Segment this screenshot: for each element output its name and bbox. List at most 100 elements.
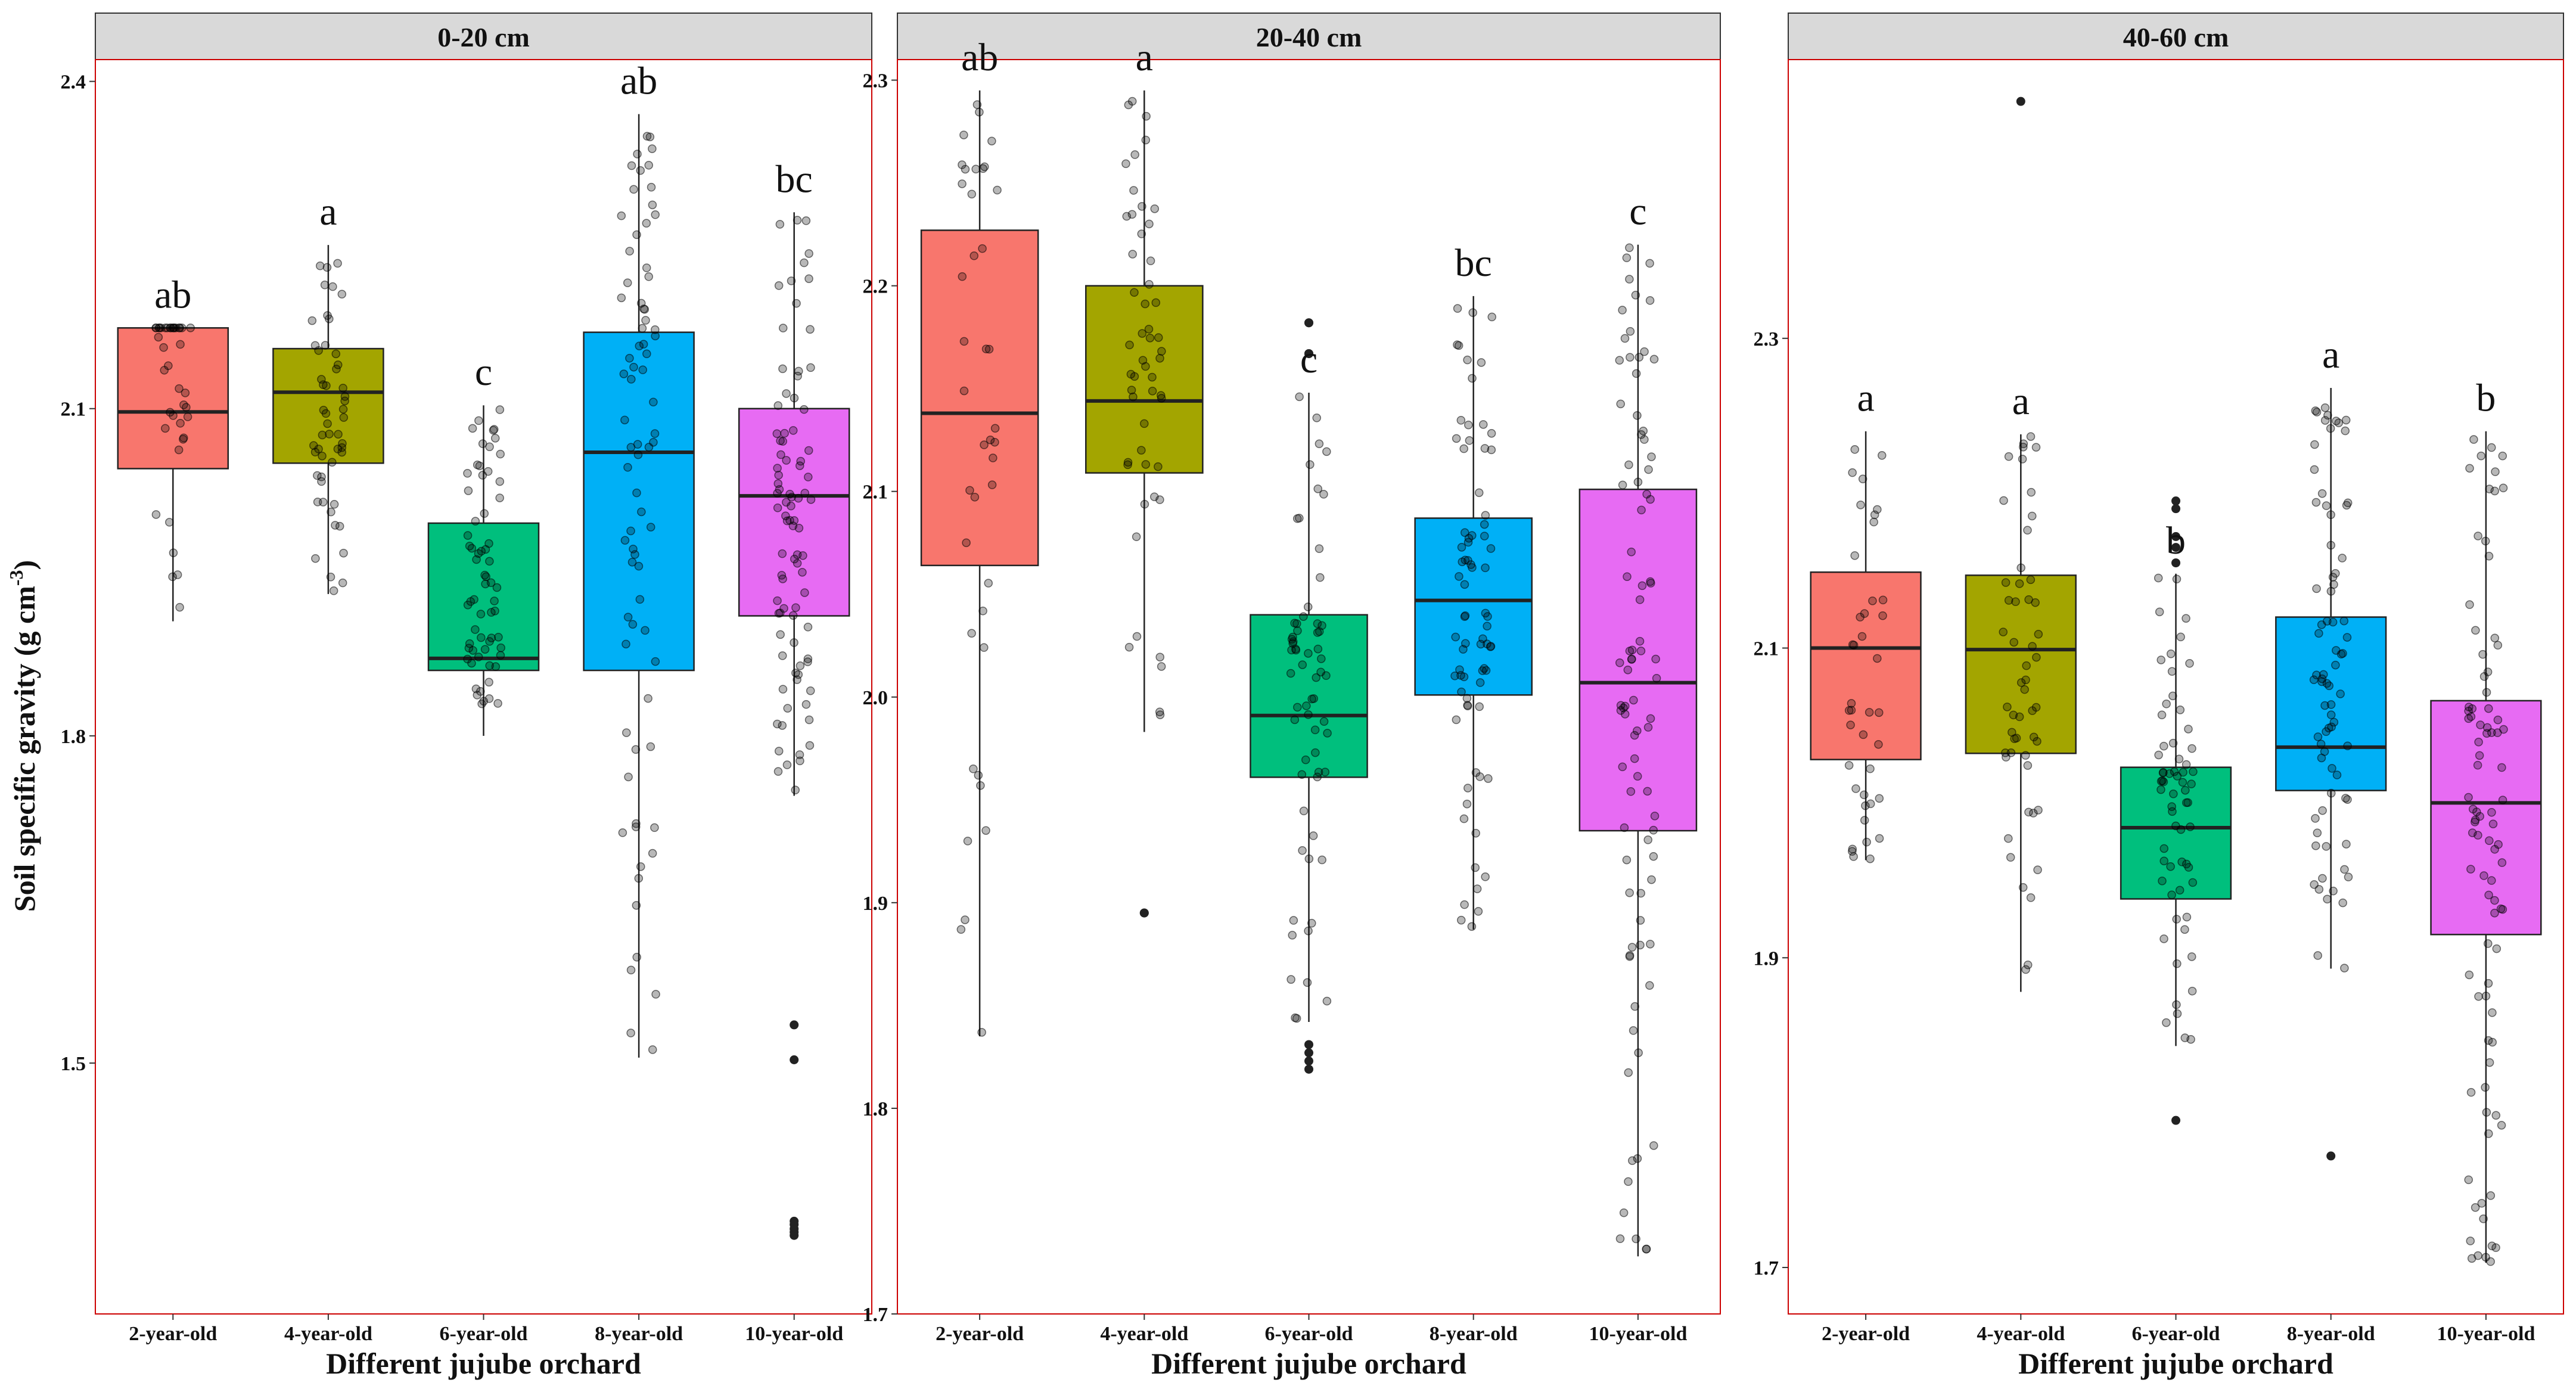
jitter-point	[794, 670, 803, 679]
jitter-point	[970, 251, 978, 260]
jitter-point	[1633, 411, 1642, 420]
jitter-point	[2488, 1008, 2497, 1017]
jitter-point	[1624, 1177, 1633, 1186]
jitter-point	[1649, 355, 1659, 364]
jitter-point	[2313, 732, 2323, 741]
jitter-point	[154, 333, 163, 342]
facet-panel: 20-40 cm 1.7 1.8 1.9 2.0 2.1 2.2 2.3 2-year-old 4…	[863, 13, 1721, 1380]
jitter-point	[632, 819, 641, 828]
jitter-point	[969, 765, 978, 773]
jitter-point	[773, 719, 782, 729]
jitter-point	[971, 164, 980, 174]
jitter-point	[1874, 740, 1883, 749]
jitter-point	[169, 548, 178, 557]
jitter-point	[804, 715, 814, 725]
significance-letter: ab	[620, 60, 657, 103]
jitter-point	[2483, 667, 2493, 676]
jitter-point	[2485, 484, 2494, 493]
jitter-point	[780, 428, 789, 438]
jitter-point	[1486, 642, 1495, 651]
jitter-point	[804, 473, 813, 481]
jitter-point	[1471, 863, 1480, 872]
jitter-point	[1306, 460, 1315, 469]
jitter-point	[1620, 710, 1630, 719]
jitter-point	[1850, 551, 1859, 560]
jitter-point	[2469, 435, 2478, 444]
jitter-point	[2332, 417, 2341, 425]
box-group: b	[2430, 377, 2542, 1266]
jitter-point	[1142, 111, 1151, 121]
y-axis-label-close: )	[8, 560, 41, 570]
jitter-point	[625, 247, 634, 256]
jitter-point	[491, 662, 501, 671]
jitter-point	[1451, 632, 1460, 642]
jitter-point	[2011, 597, 2020, 607]
jitter-point	[2317, 753, 2326, 763]
jitter-point	[1452, 434, 1461, 443]
outlier-point	[1304, 1064, 1313, 1074]
jitter-point	[2322, 842, 2331, 851]
jitter-point	[1453, 304, 1462, 313]
jitter-point	[2180, 925, 2189, 934]
jitter-point	[2479, 1214, 2488, 1223]
jitter-point	[2493, 715, 2503, 725]
jitter-point	[2186, 822, 2195, 831]
jitter-point	[651, 657, 660, 666]
jitter-point	[617, 211, 626, 220]
jitter-point	[1304, 710, 1313, 719]
jitter-point	[1455, 572, 1463, 581]
jitter-point	[2476, 451, 2485, 461]
jitter-point	[1868, 596, 1877, 605]
jitter-point	[1132, 632, 1142, 641]
jitter-point	[2316, 740, 2326, 748]
jitter-point	[1631, 290, 1640, 300]
box-body	[1810, 571, 1922, 760]
jitter-point	[2156, 785, 2165, 794]
jitter-point	[464, 486, 473, 495]
jitter-point	[151, 510, 161, 519]
jitter-point	[321, 341, 330, 350]
jitter-point	[337, 290, 347, 299]
jitter-point	[2326, 788, 2336, 798]
box-body	[1965, 574, 2077, 754]
jitter-point	[622, 639, 630, 649]
jitter-point	[1463, 701, 1472, 711]
jitter-point	[806, 686, 815, 695]
jitter-point	[978, 607, 987, 616]
box-group: ab	[583, 60, 695, 1058]
box-group: ab	[117, 273, 229, 622]
jitter-point	[463, 469, 472, 478]
significance-letter: a	[2012, 380, 2030, 423]
jitter-point	[496, 643, 505, 652]
jitter-point	[2187, 744, 2196, 753]
jitter-point	[2312, 584, 2321, 594]
jitter-point	[1644, 465, 1653, 474]
jitter-point	[2329, 717, 2339, 727]
jitter-point	[1155, 353, 1164, 363]
jitter-point	[2314, 885, 2324, 894]
facets-layer: 0-20 cm 1.5 1.8 2.1 2.4 2-year-old 4-year-old 6…	[61, 13, 2564, 1380]
jitter-point	[1634, 1048, 1643, 1057]
jitter-point	[1850, 445, 1859, 454]
jitter-point	[1288, 632, 1297, 642]
significance-letter: a	[1857, 377, 1874, 420]
jitter-point	[1622, 253, 1632, 262]
jitter-point	[2484, 704, 2493, 713]
jitter-point	[1646, 940, 1655, 949]
jitter-point	[1127, 97, 1137, 106]
x-axis-label: Different jujube orchard	[326, 1347, 641, 1380]
jitter-point	[2310, 440, 2319, 449]
jitter-point	[790, 393, 799, 403]
outlier-point	[2171, 558, 2180, 568]
jitter-point	[778, 574, 787, 583]
jitter-point	[2486, 1257, 2495, 1266]
jitter-point	[2497, 763, 2506, 772]
jitter-point	[989, 453, 998, 462]
jitter-point	[1307, 694, 1316, 704]
jitter-point	[1138, 202, 1146, 211]
jitter-point	[1487, 312, 1496, 322]
jitter-point	[480, 645, 490, 654]
jitter-point	[1873, 505, 1882, 514]
jitter-point	[634, 874, 644, 883]
jitter-point	[2332, 770, 2342, 779]
